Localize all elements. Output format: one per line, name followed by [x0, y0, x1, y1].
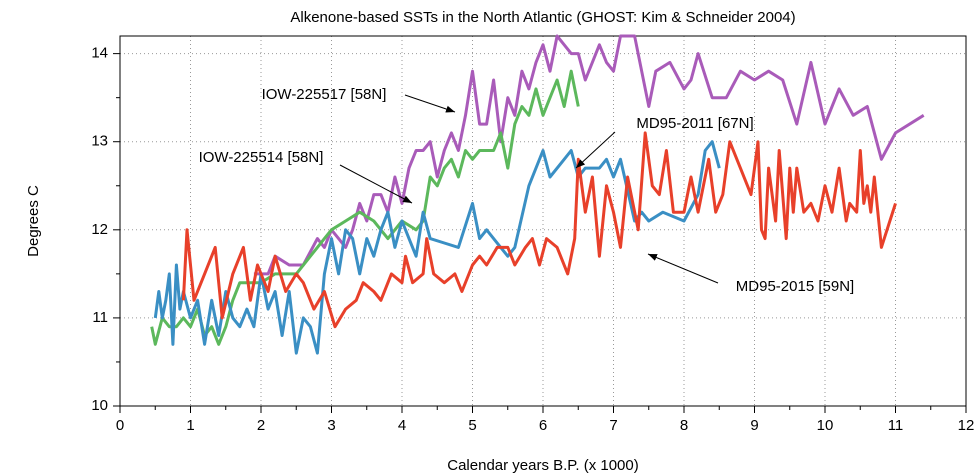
annotation-label: MD95-2011 [67N]	[636, 115, 753, 132]
y-tick-label: 11	[92, 309, 108, 326]
series-line	[153, 140, 721, 355]
x-tick-label: 8	[680, 417, 688, 434]
y-axis-label: Degrees C	[25, 185, 42, 257]
annotation-arrow	[339, 164, 413, 204]
x-tick-label: 4	[398, 417, 406, 434]
y-tick-label: 13	[91, 133, 108, 150]
annotation-arrow	[647, 253, 719, 284]
y-tick-label: 12	[91, 221, 108, 238]
annotation-label: MD95-2015 [59N]	[736, 278, 854, 295]
annotation-label: IOW-225517 [58N]	[262, 86, 387, 103]
annotation-arrow	[404, 94, 456, 113]
chart-title: Alkenone-based SSTs in the North Atlanti…	[290, 9, 795, 26]
x-tick-label: 3	[327, 417, 335, 434]
x-tick-label: 2	[257, 417, 265, 434]
x-tick-label: 11	[888, 417, 904, 434]
annotation-label: IOW-225514 [58N]	[199, 149, 324, 166]
y-tick-label: 10	[91, 397, 108, 414]
series-line	[181, 131, 897, 329]
series-line	[253, 34, 925, 276]
annotation-arrow	[575, 131, 616, 169]
x-tick-label: 7	[609, 417, 617, 434]
x-axis-label: Calendar years B.P. (x 1000)	[447, 457, 639, 474]
x-tick-label: 5	[468, 417, 476, 434]
y-tick-label: 14	[91, 45, 108, 62]
x-tick-label: 6	[539, 417, 547, 434]
x-tick-label: 1	[186, 417, 194, 434]
x-tick-label: 10	[817, 417, 834, 434]
x-tick-label: 9	[750, 417, 758, 434]
plot-frame	[119, 35, 967, 407]
x-tick-label: 0	[116, 417, 124, 434]
x-tick-label: 12	[958, 417, 975, 434]
